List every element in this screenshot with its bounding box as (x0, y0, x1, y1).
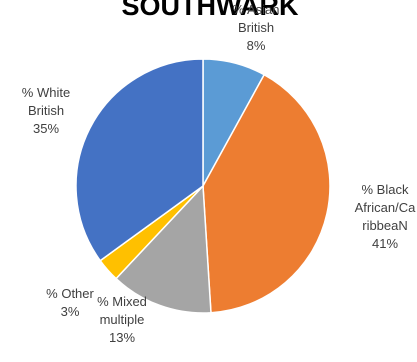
pie-labels: % Asian British 8% % Black African/Ca ribbeaN… (22, 2, 416, 345)
pie-slices (75, 58, 331, 314)
pie-label-black-african-caribbean: % Black African/Ca ribbeaN 41% (355, 182, 416, 251)
chart-title: SOUTHWARK (122, 0, 299, 21)
pie-slice-mixed-multiple (114, 184, 212, 314)
pie-label-other: % Other 3% (46, 286, 94, 319)
pie-label-mixed-multiple: % Mixed multiple 13% (97, 294, 147, 345)
pie-slice-white-british (75, 58, 204, 262)
pie-label-white-british: % White British 35% (22, 85, 70, 136)
pie-label-asian-british: % Asian British 8% (233, 2, 280, 53)
pie-slice-black-african-caribbean (202, 73, 331, 314)
